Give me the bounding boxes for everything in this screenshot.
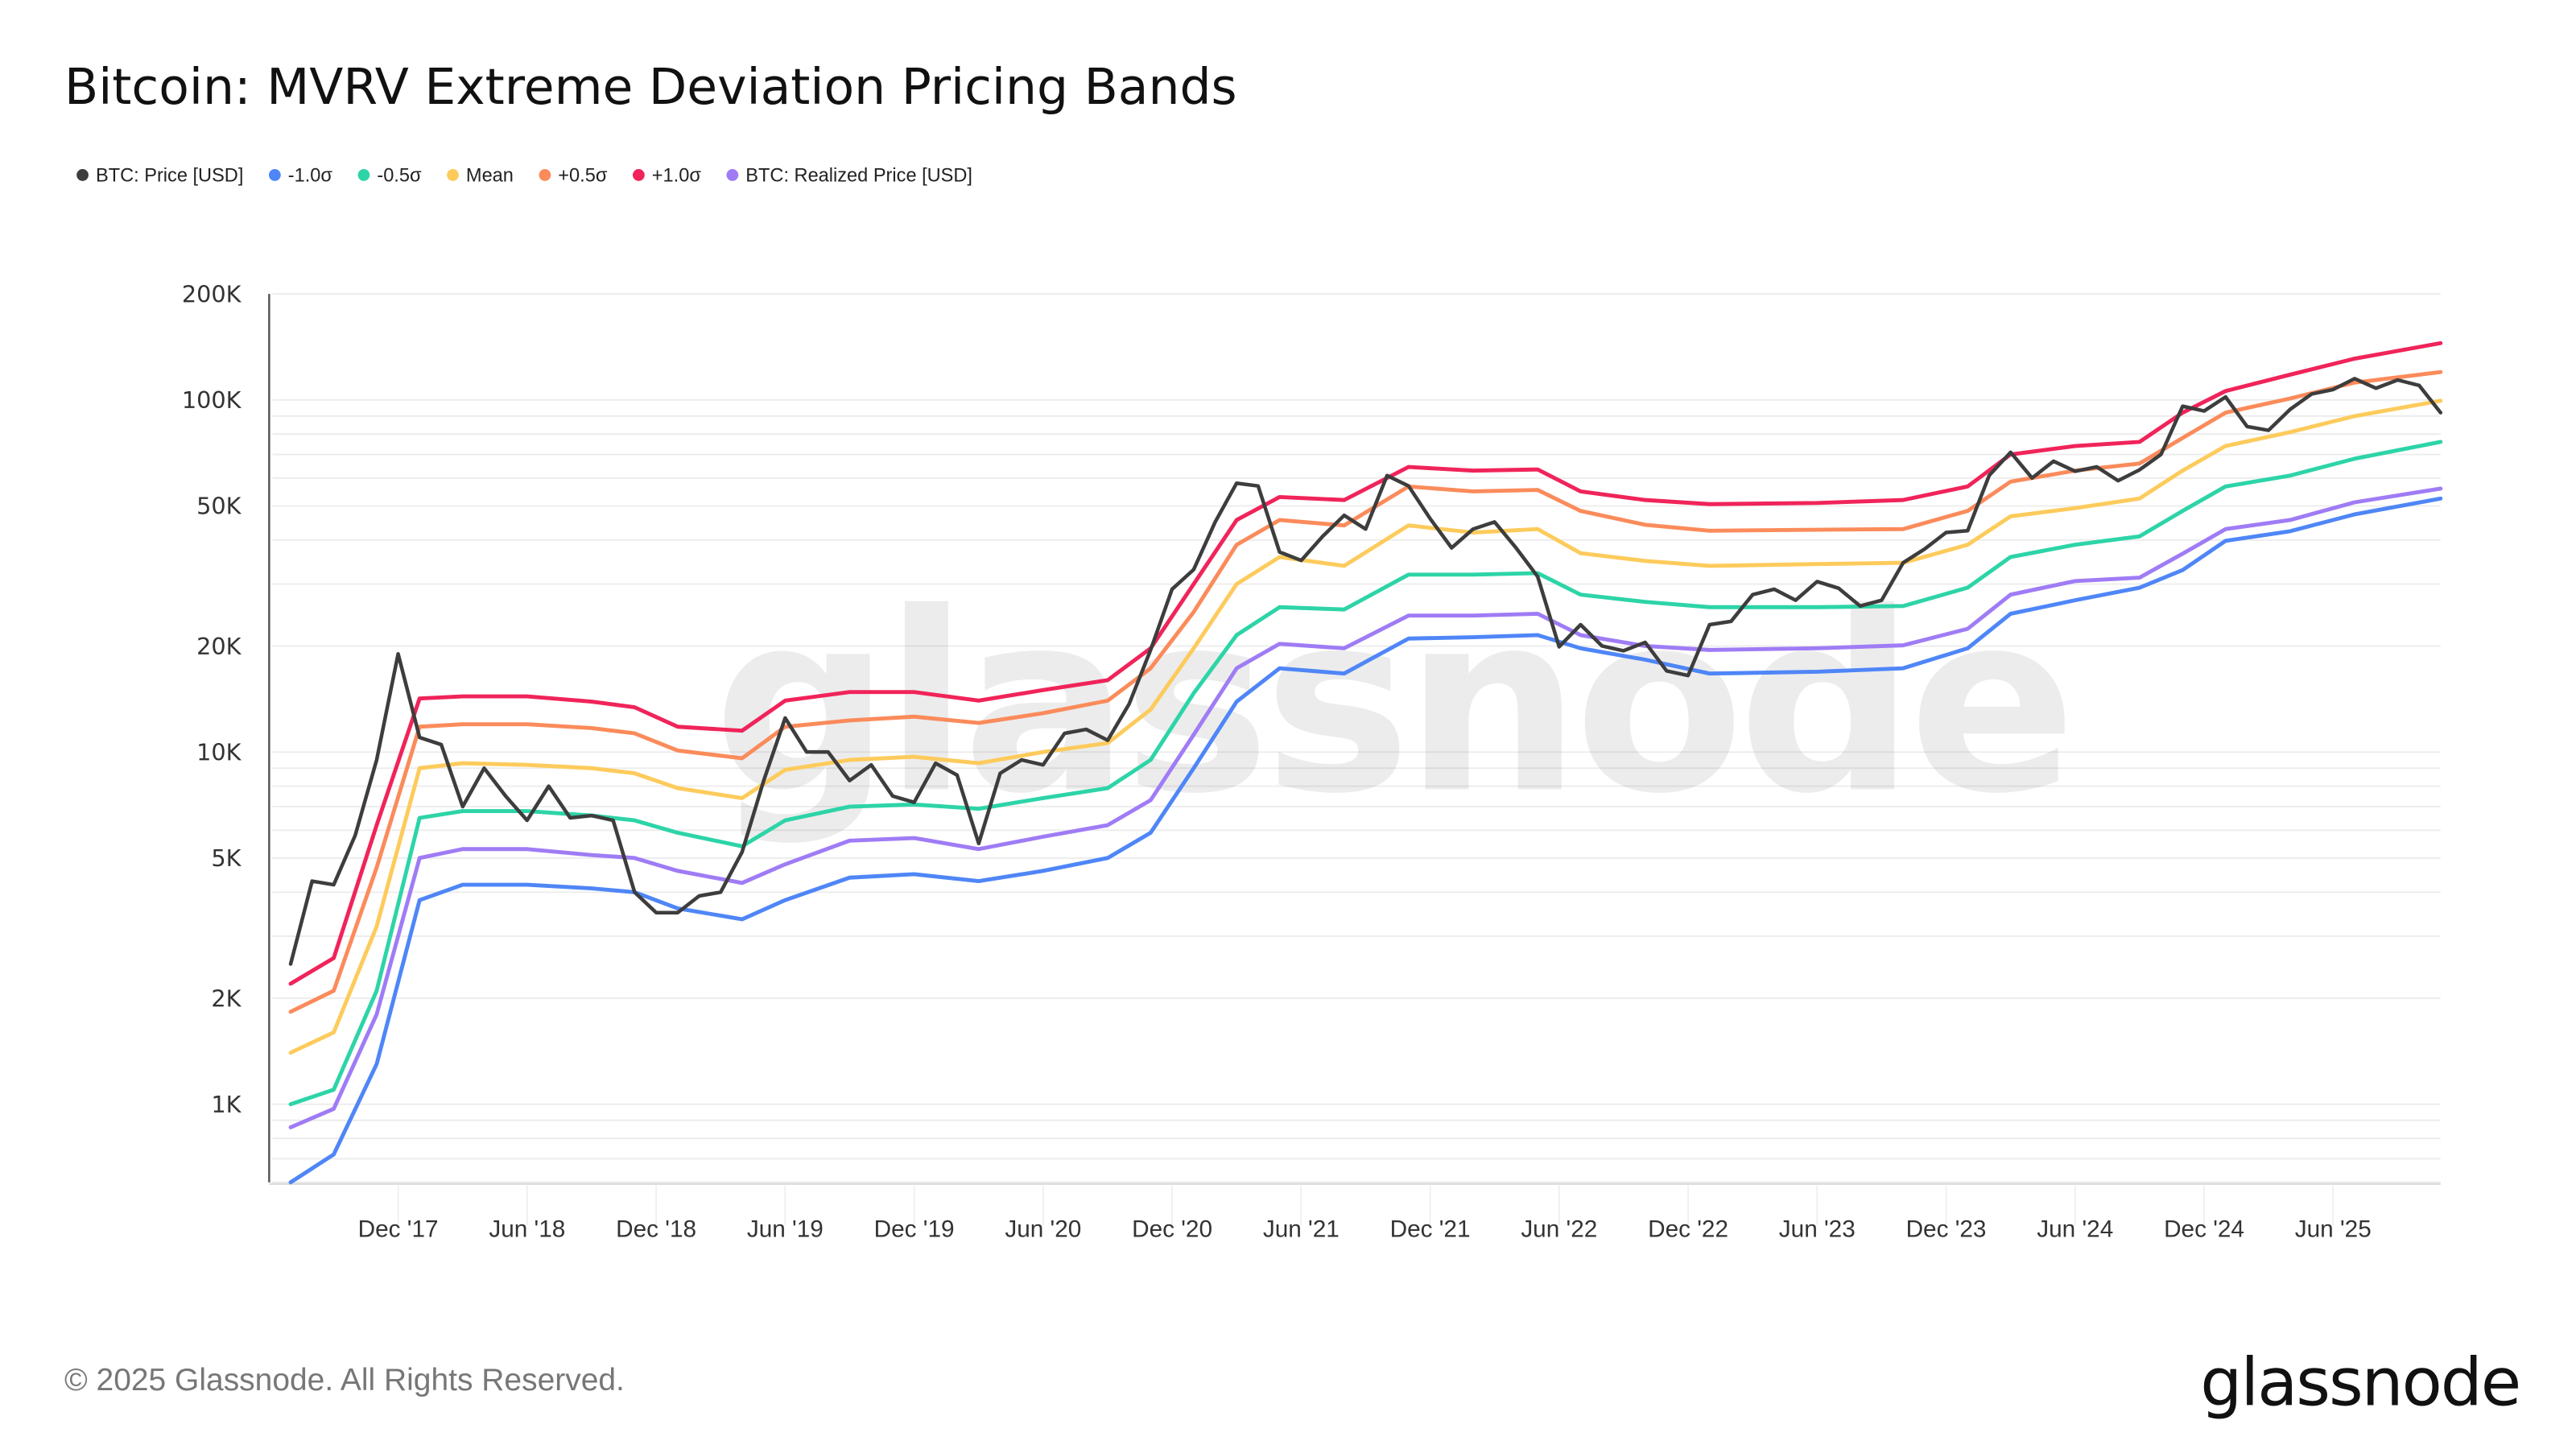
legend-item-price[interactable]: BTC: Price [USD] [76,165,243,186]
y-tick-label: 1K [211,1091,242,1118]
x-tick-label: Jun '19 [747,1216,824,1242]
legend-label: +1.0σ [652,165,702,186]
legend-item-p05[interactable]: +0.5σ [539,165,608,186]
legend-dot-icon [632,169,645,181]
chart-title: Bitcoin: MVRV Extreme Deviation Pricing … [64,58,1237,116]
legend-label: +0.5σ [558,165,608,186]
legend-dot-icon [357,169,370,181]
x-tick-label: Dec '23 [1906,1216,1987,1242]
legend-dot-icon [447,169,459,181]
legend: BTC: Price [USD] -1.0σ -0.5σ Mean +0.5σ +1.0σ… [76,165,972,186]
series-line-p1 [288,341,2443,986]
x-tick-label: Dec '18 [616,1216,696,1242]
y-tick-label: 200K [182,280,242,308]
legend-dot-icon [539,169,551,181]
x-tick-label: Jun '20 [1005,1216,1081,1242]
y-tick-label: 100K [182,386,242,414]
legend-dot-icon [76,169,89,181]
y-tick-label: 5K [211,844,242,872]
series-line-price [288,377,2443,966]
x-tick-label: Jun '25 [2295,1216,2372,1242]
x-axis: Dec '17 Jun '18 Dec '18 Jun '19 Dec '19 Jun '… [269,1183,2441,1242]
y-tick-label: 10K [196,738,242,766]
x-tick-label: Dec '20 [1132,1216,1212,1242]
x-tick-label: Dec '24 [2164,1216,2244,1242]
x-tick-label: Jun '23 [1779,1216,1856,1242]
legend-dot-icon [726,169,739,181]
legend-dot-icon [268,169,281,181]
glassnode-logo: glassnode [2200,1345,2520,1422]
legend-item-realized[interactable]: BTC: Realized Price [USD] [726,165,972,186]
x-tick-label: Dec '21 [1390,1216,1471,1242]
series-line-realized [288,486,2443,1129]
legend-label: BTC: Price [USD] [96,165,243,186]
series-line-m1 [288,496,2443,1185]
legend-label: BTC: Realized Price [USD] [745,165,972,186]
legend-label: Mean [466,165,514,186]
x-tick-label: Jun '24 [2037,1216,2113,1242]
series-line-mean [288,398,2443,1055]
y-tick-label: 50K [196,493,242,520]
x-tick-label: Dec '22 [1648,1216,1728,1242]
y-tick-label: 20K [196,633,242,660]
series-lines [288,341,2443,1185]
legend-label: -1.0σ [288,165,333,186]
legend-label: -0.5σ [377,165,422,186]
x-tick-label: Jun '18 [489,1216,565,1242]
gridlines [272,293,2441,1183]
x-tick-label: Jun '22 [1521,1216,1597,1242]
x-tick-label: Jun '21 [1263,1216,1340,1242]
y-tick-label: 2K [211,985,242,1012]
legend-item-m05[interactable]: -0.5σ [357,165,422,186]
y-axis: 200K 100K 50K 20K 10K 5K 2K 1K [182,280,270,1183]
legend-item-mean[interactable]: Mean [447,165,514,186]
legend-item-p1[interactable]: +1.0σ [632,165,702,186]
x-tick-label: Dec '17 [358,1216,439,1242]
legend-item-m1[interactable]: -1.0σ [268,165,333,186]
copyright-text: © 2025 Glassnode. All Rights Reserved. [64,1363,625,1397]
x-tick-label: Dec '19 [874,1216,955,1242]
series-line-p05 [288,369,2443,1014]
